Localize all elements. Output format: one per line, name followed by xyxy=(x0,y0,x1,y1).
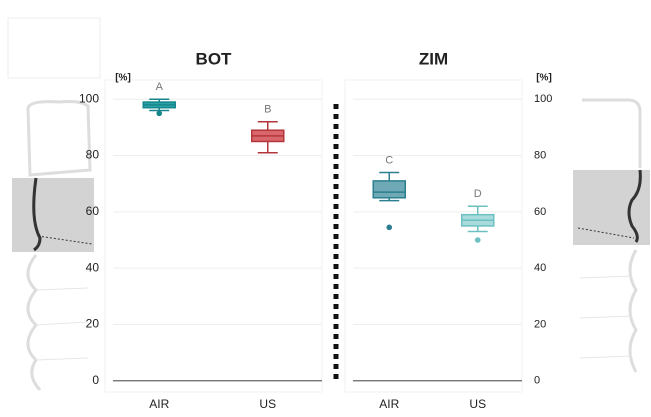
x-tick-label: AIR xyxy=(379,397,399,411)
group-letter: C xyxy=(385,154,393,166)
y-axis-label: [%] xyxy=(115,73,131,84)
y-tick-label: 60 xyxy=(86,204,100,218)
y-tick-label: 80 xyxy=(534,149,546,161)
outlier xyxy=(475,237,481,243)
y-tick-label: 40 xyxy=(534,262,546,274)
y-tick-label: 0 xyxy=(92,373,99,387)
x-tick-label: US xyxy=(259,397,276,411)
group-letter: D xyxy=(474,188,482,200)
box xyxy=(373,181,405,198)
y-tick-label: 20 xyxy=(86,317,100,331)
panel-title: BOT xyxy=(196,49,233,68)
group-letter: B xyxy=(264,104,271,116)
panel-title: ZIM xyxy=(419,49,448,68)
chart: BOT [%] 0 20 40 60 80 100 AIR A US B ZIM [%] 0 20 40 60 80… xyxy=(0,0,651,417)
group-letter: A xyxy=(156,81,164,93)
y-tick-label: 0 xyxy=(534,375,540,387)
x-tick-label: US xyxy=(469,397,486,411)
x-tick-label: AIR xyxy=(149,397,169,411)
y-tick-label: 20 xyxy=(534,318,546,330)
outlier xyxy=(156,111,162,117)
outlier xyxy=(386,225,392,231)
y-tick-label: 100 xyxy=(79,91,99,105)
y-axis-label: [%] xyxy=(536,73,552,84)
plot-area xyxy=(345,80,522,392)
y-tick-label: 40 xyxy=(86,260,100,274)
plot-area xyxy=(105,80,322,392)
right-illustration xyxy=(573,100,650,372)
y-tick-label: 80 xyxy=(86,148,100,162)
y-tick-label: 100 xyxy=(534,93,552,105)
y-tick-label: 60 xyxy=(534,206,546,218)
